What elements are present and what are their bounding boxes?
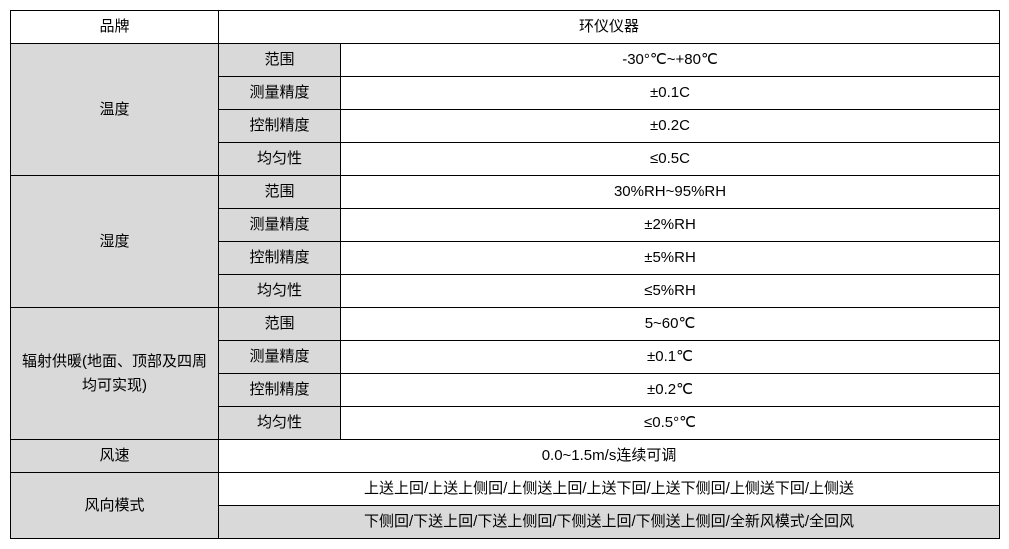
- section-name-1: 湿度: [11, 176, 219, 308]
- param-value: ±2%RH: [341, 209, 1000, 242]
- param-label: 范围: [219, 308, 341, 341]
- header-row: 品牌环仪仪器: [11, 11, 1000, 44]
- windmode-value-1: 上送上回/上送上侧回/上侧送上回/上送下回/上送下侧回/上侧送下回/上侧送: [219, 473, 1000, 506]
- param-label: 控制精度: [219, 242, 341, 275]
- param-value: ±0.1C: [341, 77, 1000, 110]
- param-label: 测量精度: [219, 209, 341, 242]
- param-label: 控制精度: [219, 110, 341, 143]
- param-label: 测量精度: [219, 77, 341, 110]
- param-value: ≤0.5°℃: [341, 407, 1000, 440]
- windmode-value-2: 下侧回/下送上回/下送上侧回/下侧送上回/下侧送上侧回/全新风模式/全回风: [219, 506, 1000, 539]
- windspeed-label: 风速: [11, 440, 219, 473]
- param-label: 控制精度: [219, 374, 341, 407]
- param-value: ≤5%RH: [341, 275, 1000, 308]
- param-label: 范围: [219, 176, 341, 209]
- spec-table: 品牌环仪仪器温度范围-30°℃~+80℃测量精度±0.1C控制精度±0.2C均匀…: [10, 10, 1000, 539]
- param-label: 范围: [219, 44, 341, 77]
- param-value: 5~60℃: [341, 308, 1000, 341]
- param-value: 30%RH~95%RH: [341, 176, 1000, 209]
- table-row: 温度范围-30°℃~+80℃: [11, 44, 1000, 77]
- table-row: 湿度范围30%RH~95%RH: [11, 176, 1000, 209]
- param-value: ±0.2℃: [341, 374, 1000, 407]
- param-value: ±0.1℃: [341, 341, 1000, 374]
- param-label: 均匀性: [219, 275, 341, 308]
- table-row: 辐射供暖(地面、顶部及四周均可实现)范围5~60℃: [11, 308, 1000, 341]
- header-brand-label: 品牌: [11, 11, 219, 44]
- windmode-row-1: 风向模式上送上回/上送上侧回/上侧送上回/上送下回/上送下侧回/上侧送下回/上侧…: [11, 473, 1000, 506]
- param-value: ±5%RH: [341, 242, 1000, 275]
- windmode-label: 风向模式: [11, 473, 219, 539]
- header-brand-value: 环仪仪器: [219, 11, 1000, 44]
- param-value: ≤0.5C: [341, 143, 1000, 176]
- param-label: 均匀性: [219, 143, 341, 176]
- section-name-0: 温度: [11, 44, 219, 176]
- windspeed-row: 风速0.0~1.5m/s连续可调: [11, 440, 1000, 473]
- param-value: -30°℃~+80℃: [341, 44, 1000, 77]
- windspeed-value: 0.0~1.5m/s连续可调: [219, 440, 1000, 473]
- param-label: 均匀性: [219, 407, 341, 440]
- section-name-2: 辐射供暖(地面、顶部及四周均可实现): [11, 308, 219, 440]
- param-label: 测量精度: [219, 341, 341, 374]
- param-value: ±0.2C: [341, 110, 1000, 143]
